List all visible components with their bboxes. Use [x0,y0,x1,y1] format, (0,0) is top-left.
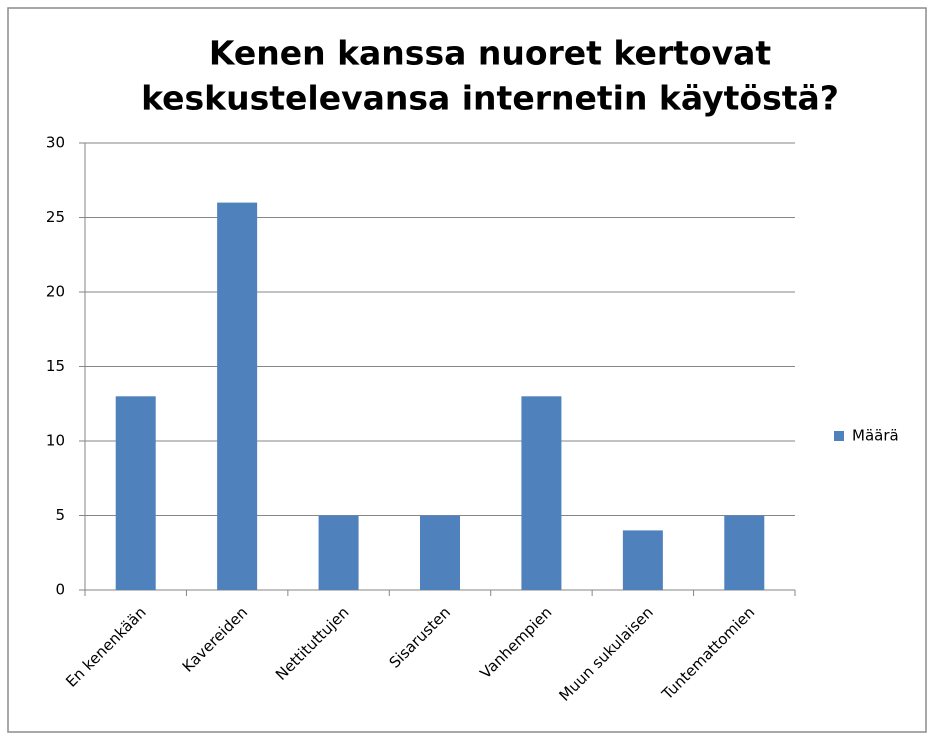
legend-label: Määrä [852,427,899,445]
y-tick-label: 5 [55,506,65,524]
legend-swatch [834,431,844,441]
bar [521,396,562,590]
y-tick-label: 10 [46,432,65,450]
bar [217,202,258,590]
bar [622,530,663,590]
bar [724,515,765,590]
bar [115,396,156,590]
y-tick-label: 30 [46,134,65,152]
bar [420,515,460,590]
y-tick-label: 25 [46,208,65,226]
y-tick-label: 15 [46,357,65,375]
chart-title: Kenen kanssa nuoret kertovat [209,34,771,73]
chart-border [7,7,927,733]
y-tick-label: 0 [55,581,65,599]
y-tick-label: 20 [46,283,65,301]
chart-title: keskustelevansa internetin käytöstä? [141,79,839,118]
bar [318,515,359,590]
